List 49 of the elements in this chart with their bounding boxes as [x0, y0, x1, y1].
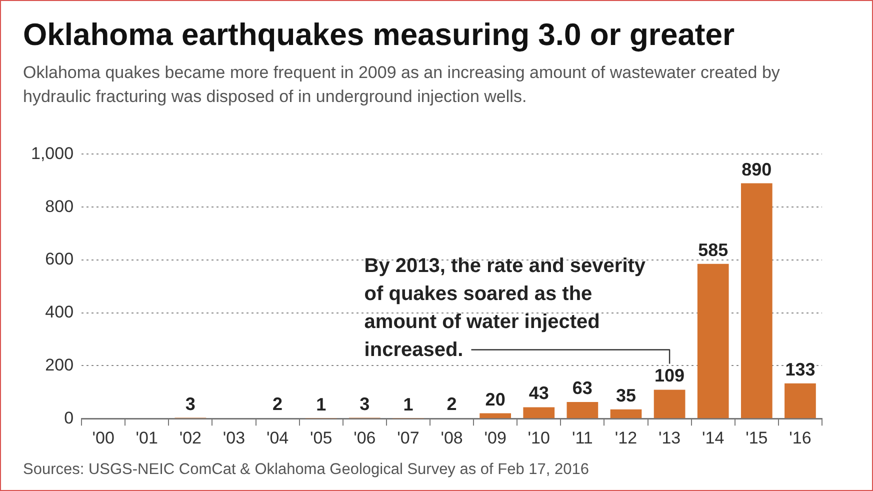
data-label: 109 — [654, 366, 685, 386]
bar — [740, 183, 772, 418]
data-label: 2 — [446, 394, 457, 414]
x-tick-label: '04 — [266, 428, 289, 448]
chart-title: Oklahoma earthquakes measuring 3.0 or greater — [23, 17, 735, 53]
y-tick-label: 400 — [45, 302, 74, 322]
annotation: By 2013, the rate and severity of quakes soared as the amount of water injected increased. — [364, 254, 646, 361]
bar — [523, 407, 555, 418]
data-label: 63 — [572, 378, 592, 398]
bar — [784, 383, 816, 418]
data-label: 2 — [272, 394, 283, 414]
data-label: 1 — [316, 394, 326, 414]
y-tick-label: 1,000 — [30, 144, 74, 163]
data-label: 35 — [616, 385, 636, 406]
x-tick-label: '01 — [136, 428, 158, 448]
chart-subtitle: Oklahoma quakes became more frequent in 2009 as an increasing amount of wastewater created by hydraulic fracturing was disposed of in underground injection wells. — [23, 62, 781, 108]
data-label: 1 — [403, 394, 414, 414]
x-tick-label: '13 — [658, 428, 681, 448]
data-label: 890 — [742, 159, 772, 180]
x-tick-label: '11 — [572, 428, 593, 448]
x-tick-label: '16 — [789, 428, 812, 448]
y-tick-label: 0 — [64, 408, 74, 428]
x-tick-label: '12 — [614, 428, 638, 448]
data-label: 43 — [528, 383, 549, 404]
x-tick-label: '15 — [746, 428, 768, 448]
data-label: 133 — [785, 359, 816, 380]
bar — [697, 264, 729, 418]
x-tick-label: '00 — [92, 428, 114, 448]
x-tick-label: '02 — [179, 428, 202, 448]
bar — [566, 402, 598, 418]
x-tick-label: '14 — [702, 428, 724, 448]
data-label: 3 — [185, 394, 196, 414]
x-tick-label: '10 — [528, 428, 550, 448]
y-tick-label: 200 — [45, 355, 74, 374]
x-tick-label: '09 — [484, 428, 506, 448]
y-tick-label: 600 — [45, 250, 74, 269]
data-label: 3 — [360, 394, 370, 414]
x-tick-label: '05 — [310, 428, 332, 448]
data-label: 20 — [485, 389, 506, 410]
x-tick-label: '08 — [440, 428, 463, 448]
bar — [610, 409, 642, 418]
bar — [654, 390, 686, 418]
x-tick-label: '03 — [222, 428, 246, 448]
y-tick-label: 800 — [45, 196, 74, 216]
x-tick-label: '07 — [397, 428, 420, 448]
bar — [480, 413, 512, 418]
source-note: Sources: USGS-NEIC ComCat & Oklahoma Geological Survey as of Feb 17, 2016 — [23, 461, 589, 479]
data-label: 585 — [698, 240, 728, 260]
x-tick-label: '06 — [354, 428, 376, 448]
